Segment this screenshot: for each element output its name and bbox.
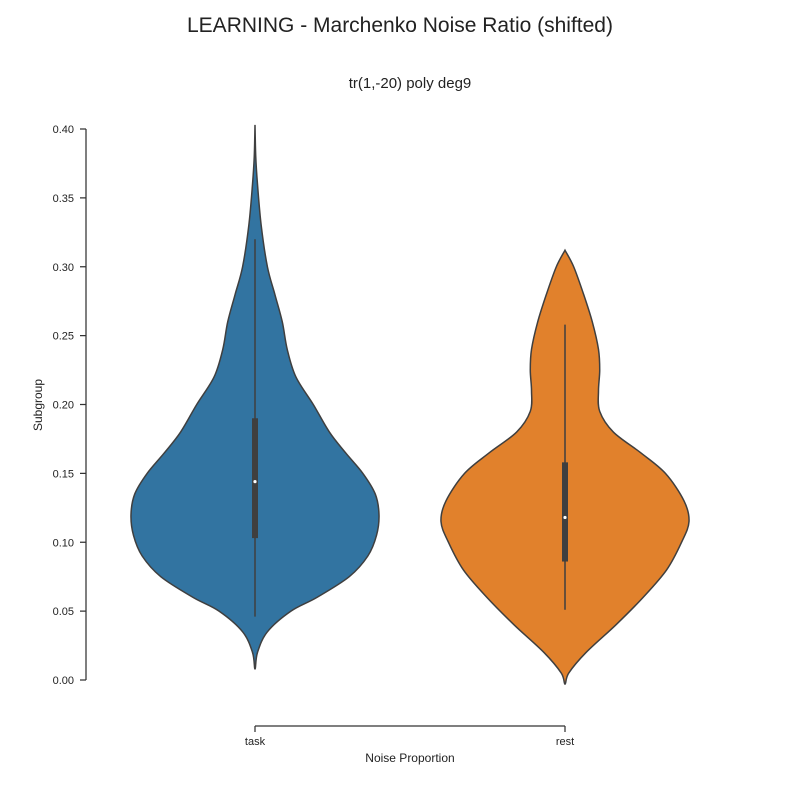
y-tick-label: 0.30 xyxy=(53,262,74,274)
x-tick-label-task: task xyxy=(245,736,266,748)
y-tick-label: 0.05 xyxy=(53,606,74,618)
y-tick-label: 0.20 xyxy=(53,400,74,412)
y-tick-label: 0.40 xyxy=(53,124,74,136)
x-tick-label-rest: rest xyxy=(556,736,574,748)
x-axis-label: Noise Proportion xyxy=(365,751,454,765)
violin-iqr-box-task xyxy=(252,418,258,539)
chart-title: LEARNING - Marchenko Noise Ratio (shifte… xyxy=(187,14,613,37)
y-tick-label: 0.35 xyxy=(53,193,74,205)
y-axis: 0.00 0.05 0.10 0.15 0.20 0.25 0.30 0.35 0.40 xyxy=(53,124,87,687)
y-tick-label: 0.15 xyxy=(53,468,74,480)
violin-median-task xyxy=(253,480,257,484)
y-tick-label: 0.25 xyxy=(53,331,74,343)
violins-group xyxy=(130,124,690,685)
chart-subtitle: tr(1,-20) poly deg9 xyxy=(349,75,472,92)
x-axis: task rest xyxy=(245,725,574,748)
y-tick-label: 0.00 xyxy=(53,675,74,687)
violin-iqr-box-rest xyxy=(562,462,568,562)
y-tick-label: 0.10 xyxy=(53,537,74,549)
y-axis-label: Subgroup xyxy=(31,379,45,431)
violin-median-rest xyxy=(563,515,567,520)
